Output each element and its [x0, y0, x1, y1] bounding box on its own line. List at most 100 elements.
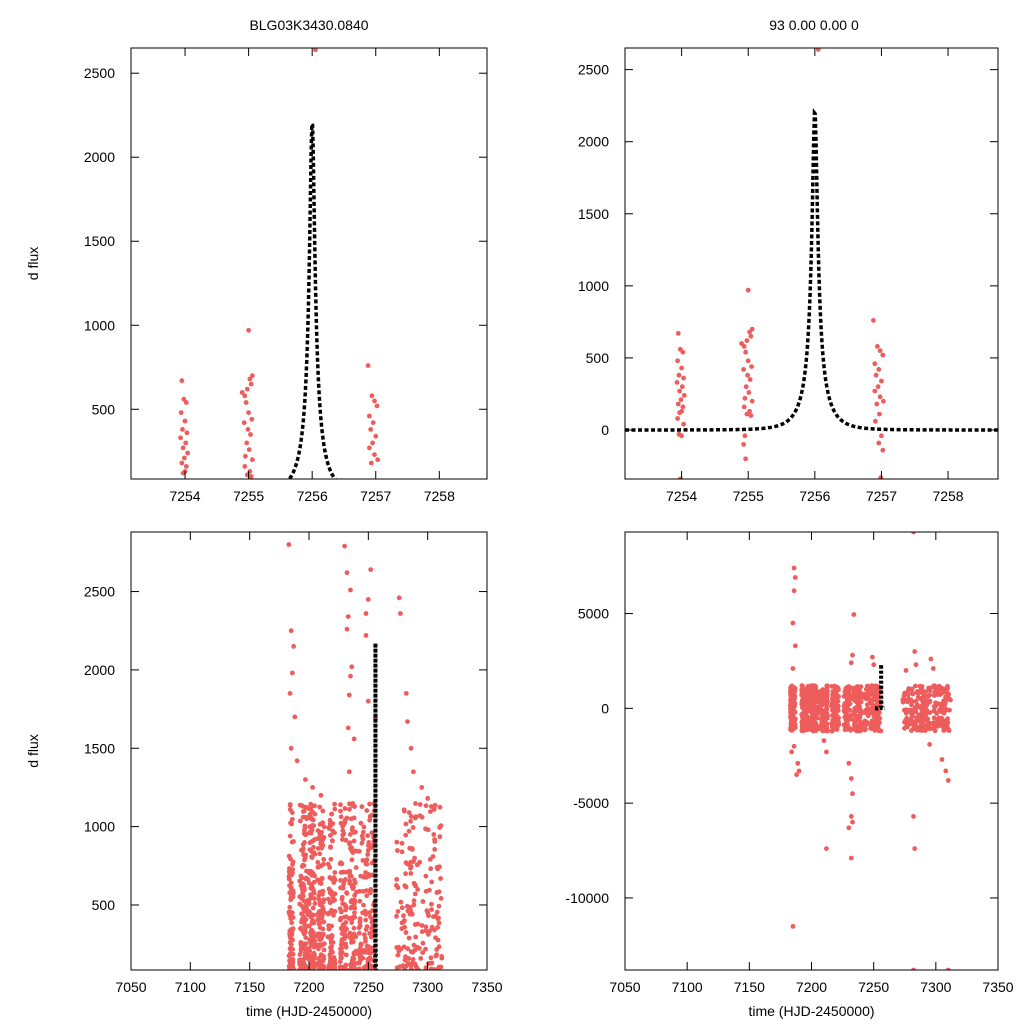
y-tick-label: 0 [601, 422, 609, 438]
y-tick-label: 1500 [84, 740, 115, 756]
data-point [675, 416, 680, 421]
data-point [879, 378, 884, 384]
data-point [420, 950, 426, 955]
data-point [318, 881, 324, 886]
data-point [396, 948, 402, 954]
data-point [428, 809, 433, 814]
data-point [841, 693, 847, 699]
data-point [356, 966, 362, 970]
data-point [927, 742, 932, 747]
data-point [744, 411, 750, 417]
data-point [288, 951, 293, 956]
data-point [423, 924, 429, 930]
x-tick-label: 7100 [175, 979, 206, 995]
x-tick-label: 7350 [471, 979, 502, 995]
data-point [848, 685, 854, 691]
data-point [879, 433, 884, 439]
data-point [855, 697, 861, 703]
data-point [403, 821, 409, 827]
data-point [398, 611, 403, 616]
data-point [321, 947, 327, 953]
data-point [317, 925, 323, 930]
data-point [343, 907, 348, 913]
y-tick-label: 1500 [84, 233, 115, 249]
y-tick-label: 500 [92, 897, 116, 913]
data-point [870, 654, 875, 660]
data-point [918, 725, 924, 730]
data-point [328, 956, 333, 961]
data-point [920, 702, 925, 708]
data-point [347, 832, 353, 837]
data-point [427, 928, 433, 934]
x-tick-label: 7150 [234, 979, 265, 995]
data-point [856, 708, 862, 714]
data-point [431, 807, 437, 812]
data-point [408, 814, 414, 819]
data-point [831, 724, 836, 730]
data-point [340, 901, 346, 907]
data-point [932, 723, 937, 729]
data-point [429, 901, 434, 907]
data-point [815, 48, 821, 52]
data-point [343, 941, 348, 947]
data-point [791, 588, 797, 594]
data-point [414, 966, 420, 970]
data-point [318, 841, 324, 847]
data-point [367, 931, 373, 936]
data-point [428, 866, 434, 872]
x-tick-label: 7258 [932, 488, 963, 504]
data-point [931, 715, 937, 721]
data-point [183, 440, 189, 446]
data-point [824, 749, 829, 755]
data-point [921, 717, 927, 723]
data-point [925, 720, 931, 725]
data-point [910, 726, 916, 732]
data-point [437, 825, 442, 830]
data-point [352, 830, 357, 835]
data-point [396, 595, 402, 601]
data-point [243, 453, 248, 459]
data-point [287, 691, 293, 696]
data-point [312, 942, 318, 948]
data-point [810, 727, 816, 733]
data-point [349, 966, 355, 970]
data-point [315, 942, 321, 948]
data-point [301, 852, 306, 858]
data-point [677, 410, 682, 416]
data-point [411, 769, 416, 775]
data-point [357, 950, 362, 956]
x-axis-label: time (HJD-2450000) [748, 1003, 874, 1019]
data-point [310, 966, 316, 970]
data-point [319, 829, 324, 835]
x-tick-label: 7300 [920, 979, 951, 995]
data-point [788, 715, 793, 720]
data-point [749, 326, 755, 332]
data-point [749, 398, 755, 404]
data-point [406, 828, 412, 834]
data-point [300, 809, 306, 814]
y-tick-label: 2500 [578, 62, 609, 78]
data-point [327, 821, 333, 827]
data-point [869, 683, 875, 688]
data-point [432, 839, 438, 844]
y-axis-label: d flux [25, 734, 41, 767]
data-point [741, 367, 746, 372]
data-point [338, 942, 344, 948]
data-point [802, 722, 808, 727]
data-point [429, 907, 434, 912]
x-tick-label: 7150 [734, 979, 765, 995]
data-point [911, 532, 916, 535]
data-point [833, 690, 839, 696]
data-point [948, 697, 953, 703]
data-point [246, 327, 252, 333]
data-point [375, 457, 381, 463]
data-point [911, 814, 916, 819]
data-point [185, 450, 191, 456]
data-point [312, 851, 318, 857]
data-point [360, 888, 366, 894]
data-point [913, 698, 919, 704]
data-point [437, 804, 443, 810]
data-point [394, 839, 400, 845]
data-point [356, 930, 362, 936]
data-point [675, 358, 680, 364]
